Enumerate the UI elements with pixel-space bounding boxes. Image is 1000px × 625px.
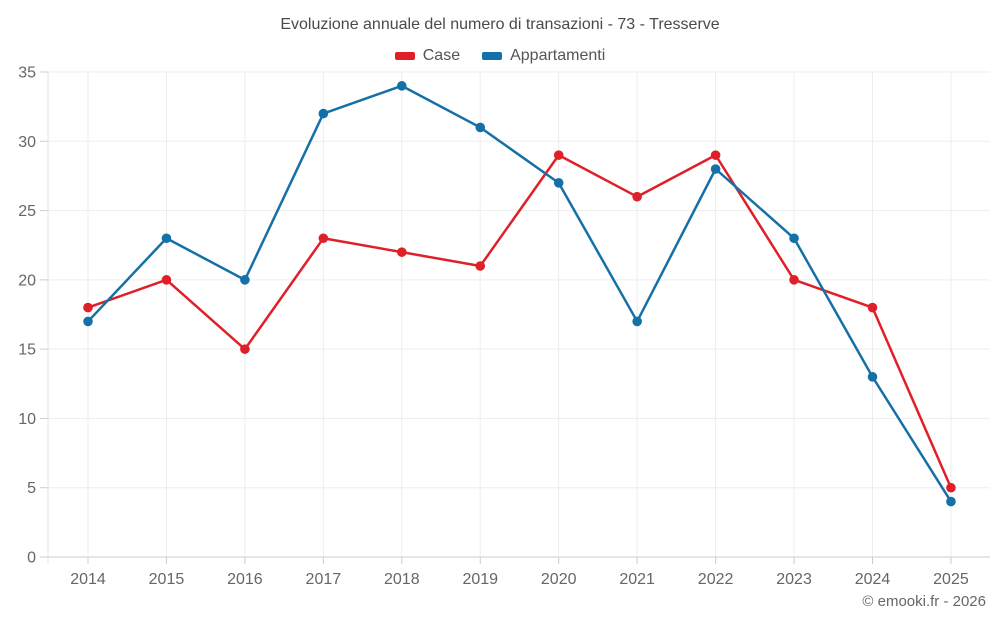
x-axis-label: 2021 bbox=[619, 571, 655, 588]
legend-label-case: Case bbox=[422, 47, 461, 64]
chart-title: Evoluzione annuale del numero di transaz… bbox=[280, 16, 720, 33]
data-point[interactable] bbox=[318, 233, 329, 244]
series-appartamenti bbox=[83, 81, 956, 507]
data-point[interactable] bbox=[318, 108, 329, 119]
data-point[interactable] bbox=[710, 164, 721, 174]
legend-item-case[interactable]: Case bbox=[394, 47, 461, 65]
y-axis-label: 15 bbox=[18, 342, 36, 359]
y-axis-label: 0 bbox=[27, 550, 36, 567]
y-axis-label: 25 bbox=[18, 203, 36, 220]
data-point[interactable] bbox=[632, 191, 642, 202]
series-line bbox=[86, 84, 953, 503]
data-point[interactable] bbox=[710, 150, 721, 160]
data-point[interactable] bbox=[789, 233, 799, 244]
data-point[interactable] bbox=[397, 81, 407, 91]
copyright-text: © emooki.fr - 2026 bbox=[862, 593, 986, 610]
x-axis-label: 2018 bbox=[384, 571, 420, 588]
data-point[interactable] bbox=[397, 247, 407, 257]
data-point[interactable] bbox=[946, 496, 956, 507]
data-point[interactable] bbox=[867, 372, 878, 382]
data-point[interactable] bbox=[632, 316, 642, 327]
data-point[interactable] bbox=[475, 261, 486, 271]
y-axis-label: 30 bbox=[18, 134, 36, 151]
x-axis-label: 2023 bbox=[776, 571, 812, 588]
legend-swatch-case-icon bbox=[394, 52, 415, 60]
data-point[interactable] bbox=[475, 122, 486, 133]
series-case bbox=[83, 150, 956, 493]
series-line bbox=[86, 153, 953, 489]
x-axis-label: 2024 bbox=[855, 571, 891, 588]
x-axis-label: 2016 bbox=[227, 571, 263, 588]
y-axis-label: 10 bbox=[18, 411, 36, 428]
x-axis-label: 2022 bbox=[698, 571, 734, 588]
y-axis-label: 35 bbox=[18, 65, 36, 82]
x-axis-label: 2025 bbox=[933, 571, 969, 588]
data-point[interactable] bbox=[161, 233, 172, 244]
data-point[interactable] bbox=[789, 275, 799, 285]
x-axis-label: 2014 bbox=[70, 571, 106, 588]
legend-label-appartamenti: Appartamenti bbox=[510, 47, 606, 64]
data-point[interactable] bbox=[240, 344, 250, 354]
x-axis-label: 2015 bbox=[149, 571, 185, 588]
data-point[interactable] bbox=[83, 316, 93, 327]
data-point[interactable] bbox=[83, 302, 93, 313]
legend-item-appartamenti[interactable]: Appartamenti bbox=[482, 47, 605, 65]
data-point[interactable] bbox=[867, 302, 878, 313]
x-axis-label: 2020 bbox=[541, 571, 577, 588]
data-point[interactable] bbox=[553, 150, 564, 160]
y-axis-label: 5 bbox=[27, 480, 36, 497]
chart-legend: Case Appartamenti bbox=[0, 47, 1000, 65]
y-axis-label: 20 bbox=[18, 272, 36, 289]
legend-swatch-appartamenti-icon bbox=[482, 52, 503, 60]
data-point[interactable] bbox=[161, 275, 172, 285]
data-point[interactable] bbox=[240, 275, 250, 285]
data-point[interactable] bbox=[553, 178, 564, 188]
x-axis-label: 2019 bbox=[462, 571, 498, 588]
x-axis-label: 2017 bbox=[306, 571, 342, 588]
data-point[interactable] bbox=[946, 482, 956, 493]
